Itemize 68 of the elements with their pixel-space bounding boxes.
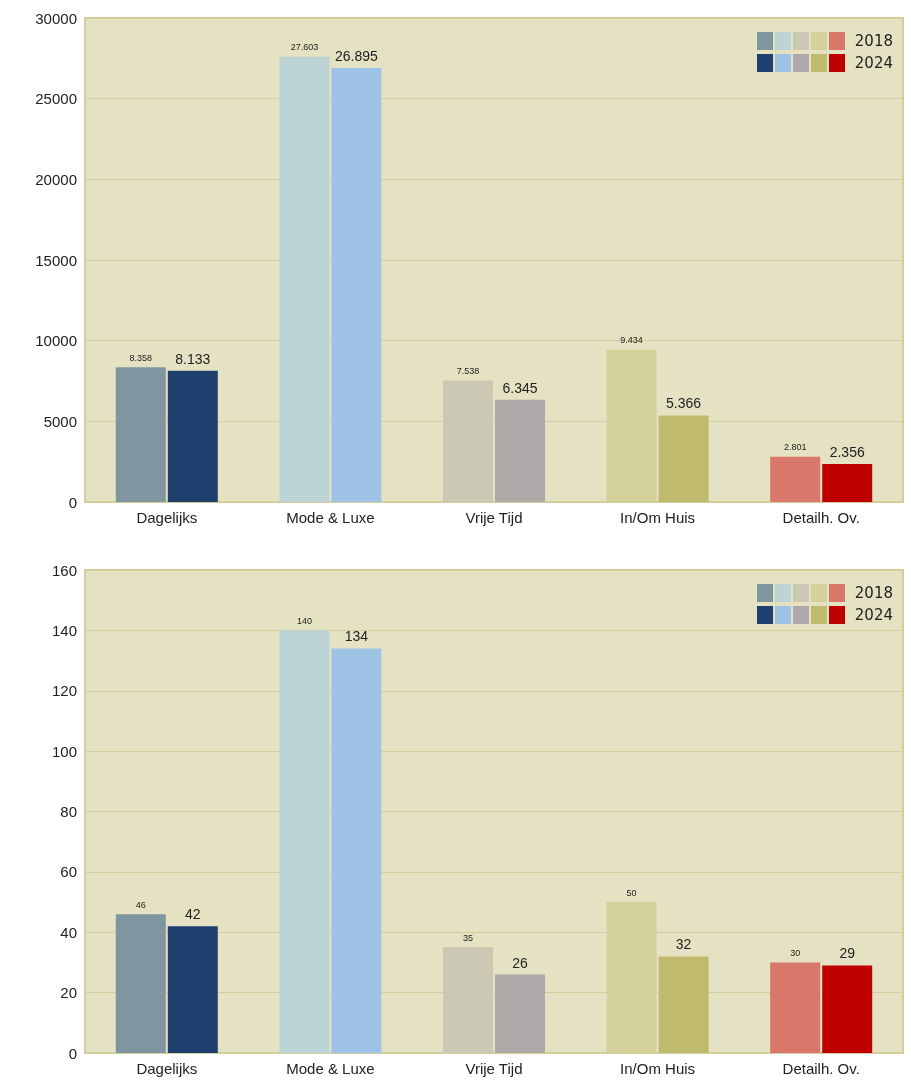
bar xyxy=(331,648,382,1053)
y-tick-label: 10000 xyxy=(35,332,77,350)
data-label: 29 xyxy=(839,945,856,962)
bar xyxy=(115,367,166,502)
bar xyxy=(167,926,218,1053)
y-tick-label: 160 xyxy=(51,561,77,579)
x-tick-label: In/Om Huis xyxy=(620,509,696,526)
y-tick-label: 25000 xyxy=(35,90,77,108)
x-tick-label: Mode & Luxe xyxy=(286,509,375,526)
y-tick-label: 0 xyxy=(68,1044,77,1062)
data-label: 8.358 xyxy=(129,352,153,363)
y-tick-label: 20000 xyxy=(35,170,77,188)
bar xyxy=(658,415,709,502)
x-tick-label: Dagelijks xyxy=(136,1060,198,1077)
data-label: 35 xyxy=(462,932,474,943)
y-tick-label: 15000 xyxy=(35,251,77,269)
legend-label: 2018 xyxy=(854,584,893,602)
data-label: 140 xyxy=(296,615,312,626)
x-tick-label: In/Om Huis xyxy=(620,1060,696,1077)
bar xyxy=(443,380,493,502)
y-tick-label: 20 xyxy=(60,984,77,1002)
y-tick-label: 140 xyxy=(51,621,77,639)
x-tick-label: Detailh. Ov. xyxy=(782,509,860,526)
bar xyxy=(770,962,821,1053)
data-label: 6.345 xyxy=(502,379,538,396)
data-label: 32 xyxy=(675,936,692,953)
bar xyxy=(115,914,166,1053)
data-label: 9.434 xyxy=(620,335,643,346)
y-tick-label: 40 xyxy=(60,923,77,941)
bar xyxy=(658,956,709,1053)
data-label: 42 xyxy=(185,906,201,923)
bar xyxy=(495,974,545,1053)
data-label: 134 xyxy=(344,628,369,645)
data-label: 50 xyxy=(626,887,637,898)
data-label: 5.366 xyxy=(666,395,702,412)
bar xyxy=(279,56,330,502)
y-tick-label: 60 xyxy=(60,863,77,881)
bar xyxy=(443,947,493,1053)
data-label: 30 xyxy=(790,947,801,958)
data-label: 46 xyxy=(135,899,146,910)
y-tick-label: 120 xyxy=(51,682,77,700)
bar xyxy=(167,370,218,502)
y-tick-label: 30000 xyxy=(35,9,77,27)
bar xyxy=(822,965,873,1053)
y-tick-label: 5000 xyxy=(43,412,77,430)
legend-label: 2024 xyxy=(854,54,893,72)
data-label: 2.356 xyxy=(829,443,865,460)
data-label: 26.895 xyxy=(334,48,379,65)
bar xyxy=(331,68,382,502)
legend-label: 2018 xyxy=(854,32,893,50)
bar xyxy=(822,463,873,502)
y-tick-label: 100 xyxy=(51,742,77,760)
bar xyxy=(495,399,545,502)
y-tick-label: 80 xyxy=(60,803,77,820)
x-tick-label: Vrije Tijd xyxy=(465,1060,523,1077)
data-label: 27.603 xyxy=(290,42,319,53)
x-tick-label: Dagelijks xyxy=(136,509,198,526)
x-tick-label: Vrije Tijd xyxy=(465,509,523,526)
data-label: 8.133 xyxy=(175,350,211,367)
x-tick-label: Mode & Luxe xyxy=(286,1060,375,1077)
bar xyxy=(279,630,330,1053)
data-label: 7.538 xyxy=(456,365,480,376)
x-tick-label: Detailh. Ov. xyxy=(782,1060,860,1077)
data-label: 26 xyxy=(512,954,528,971)
bar xyxy=(770,456,821,502)
legend-label: 2024 xyxy=(854,606,893,624)
data-label: 2.801 xyxy=(783,442,807,453)
y-tick-label: 0 xyxy=(68,493,77,511)
